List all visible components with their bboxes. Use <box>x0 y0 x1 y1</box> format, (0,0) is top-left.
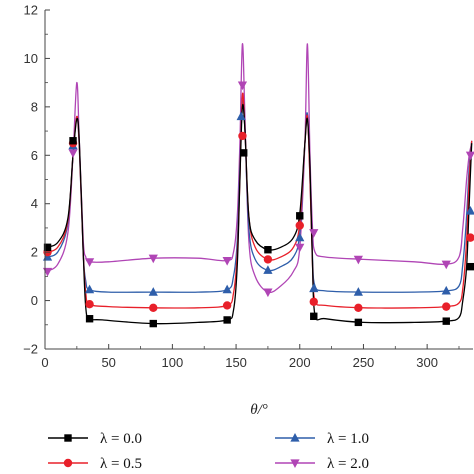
x-tick-label: 50 <box>101 355 115 370</box>
series-line <box>44 100 473 293</box>
data-point <box>466 262 474 271</box>
data-point <box>296 212 304 220</box>
legend: λ = 0.0 λ = 0.5 λ = 1.0 λ = 2.0 <box>48 431 369 472</box>
x-tick-label: 300 <box>416 355 438 370</box>
data-point <box>84 258 95 267</box>
data-point <box>222 284 232 294</box>
data-point <box>236 111 246 121</box>
data-point <box>148 254 158 264</box>
legend-marker <box>290 433 300 442</box>
data-point <box>353 255 363 265</box>
legend-marker <box>290 459 300 468</box>
data-point <box>263 265 273 274</box>
data-point <box>148 287 158 296</box>
series-line <box>44 92 473 309</box>
legend-label: λ = 0.0 <box>100 431 142 447</box>
legend-item: λ = 1.0 <box>275 431 369 447</box>
data-point <box>441 285 451 295</box>
legend-item: λ = 2.0 <box>275 456 369 472</box>
data-point <box>149 319 157 328</box>
y-tick-label: 2 <box>31 245 38 260</box>
data-point <box>264 246 272 254</box>
data-point <box>238 131 247 141</box>
legend-label: λ = 0.5 <box>100 456 142 472</box>
x-tick-label: 250 <box>353 355 375 370</box>
legend-marker <box>63 458 73 468</box>
data-point <box>85 315 94 323</box>
data-point <box>466 233 474 242</box>
data-point <box>68 149 78 158</box>
data-point <box>222 301 232 310</box>
data-point <box>69 137 77 145</box>
data-point <box>442 317 450 325</box>
legend-label: λ = 1.0 <box>327 431 369 447</box>
y-tick-label: −2 <box>23 342 38 357</box>
data-point <box>240 149 248 157</box>
x-tick-label: 100 <box>162 355 184 370</box>
y-tick-label: 8 <box>31 99 38 114</box>
x-axis-label: θ/° <box>250 402 268 418</box>
data-point <box>85 300 94 309</box>
data-point <box>263 255 273 264</box>
data-point <box>353 287 363 296</box>
y-tick-label: 4 <box>31 196 38 211</box>
data-point <box>309 283 319 293</box>
x-tick-label: 0 <box>41 355 48 370</box>
data-point <box>295 243 305 253</box>
y-tick-label: 12 <box>24 3 38 18</box>
data-point <box>465 151 474 161</box>
series-markers <box>42 81 474 328</box>
x-tick-label: 200 <box>289 355 311 370</box>
plot-area <box>42 43 474 328</box>
y-tick-label: 10 <box>24 51 38 66</box>
data-point <box>442 302 451 311</box>
data-point <box>84 284 95 294</box>
data-point <box>465 205 474 215</box>
legend-item: λ = 0.0 <box>48 431 142 447</box>
series-line <box>44 43 473 294</box>
data-point <box>149 303 158 313</box>
data-point <box>295 221 304 230</box>
data-point <box>263 288 273 298</box>
data-point <box>441 260 451 270</box>
data-point <box>223 316 231 324</box>
x-tick-label: 150 <box>225 355 247 370</box>
data-point <box>309 229 319 238</box>
y-tick-label: 6 <box>31 148 38 163</box>
legend-marker <box>64 434 72 442</box>
data-point <box>43 243 52 251</box>
legend-label: λ = 2.0 <box>327 456 369 472</box>
y-tick-label: 0 <box>31 293 38 308</box>
series-line <box>44 104 473 325</box>
legend-item: λ = 0.5 <box>48 456 142 472</box>
data-point <box>354 318 363 327</box>
data-point <box>354 303 363 313</box>
data-point <box>42 267 53 277</box>
series-lines <box>44 43 473 325</box>
data-point <box>237 81 248 91</box>
data-point <box>309 297 318 306</box>
data-point <box>295 232 305 242</box>
data-point <box>222 257 232 266</box>
data-point <box>310 312 318 321</box>
